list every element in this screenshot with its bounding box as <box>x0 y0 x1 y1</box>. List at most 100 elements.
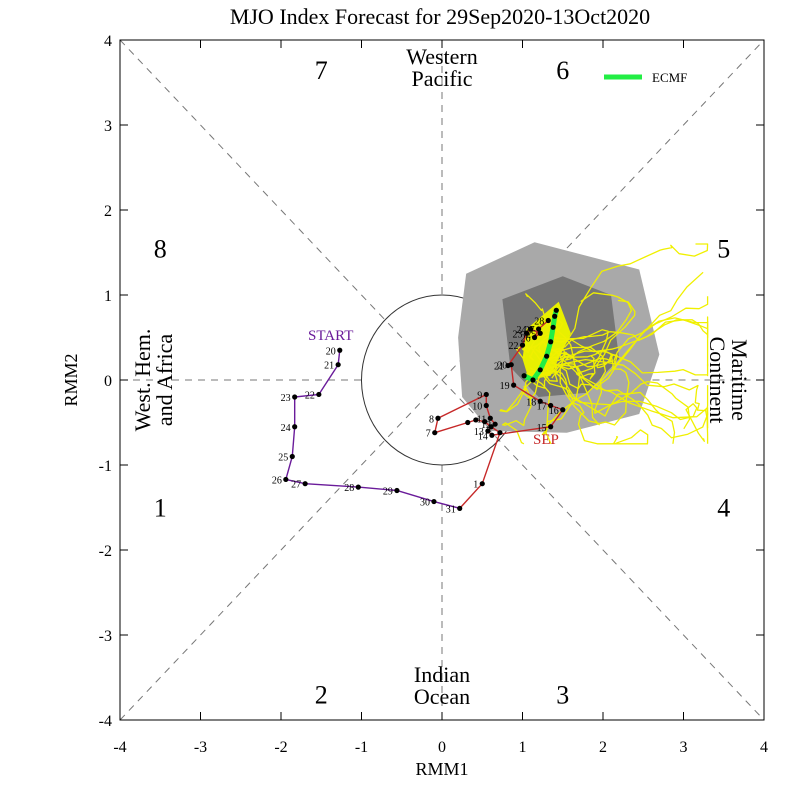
legend-label-ecmf: ECMF <box>652 70 687 85</box>
phase-label-5: 5 <box>717 234 730 263</box>
ensemble-member-line <box>528 292 633 389</box>
region-right-line2: Continent <box>705 337 730 424</box>
august-point <box>292 394 298 400</box>
august-point <box>283 476 289 483</box>
september-day-label: 7 <box>426 429 431 440</box>
september-line <box>433 319 564 484</box>
august-day-label: 25 <box>278 453 288 464</box>
august-day-label: 29 <box>383 487 393 498</box>
region-bottom-line1: Indian <box>414 662 470 687</box>
september-point <box>523 330 530 336</box>
ecmf-mean-point <box>552 313 558 319</box>
august-day-label: 27 <box>291 480 301 491</box>
september-day-label: 21 <box>494 362 504 373</box>
y-tick-label: -3 <box>99 628 112 645</box>
september-day-label: 18 <box>526 397 536 408</box>
x-tick-label: 3 <box>680 739 688 756</box>
august-line <box>284 350 460 510</box>
x-tick-label: 0 <box>438 739 446 756</box>
y-tick-label: -2 <box>99 543 112 560</box>
phase-guides <box>119 39 765 721</box>
august-day-label: 21 <box>324 361 334 372</box>
phase-label-2: 2 <box>315 681 328 710</box>
august-day-label: 31 <box>446 504 456 515</box>
august-point <box>289 453 295 460</box>
x-tick-label: -4 <box>113 739 126 756</box>
y-tick-label: 2 <box>104 203 112 220</box>
ensemble-member-line <box>546 346 691 430</box>
ensemble-member-line <box>543 376 649 445</box>
september-day-label: 20 <box>497 361 507 372</box>
september-day-label: 27 <box>525 325 535 336</box>
september-day-label: 11 <box>477 414 487 425</box>
ecmf-mean-point <box>544 353 550 359</box>
y-tick-label: 4 <box>104 33 112 50</box>
ensemble-member-line <box>499 363 581 445</box>
september-point <box>560 407 566 413</box>
y-tick-label: 1 <box>104 288 112 305</box>
september-day-label: 26 <box>521 334 531 345</box>
september-day-label: 23 <box>513 329 523 340</box>
region-labels: Western Pacific Indian Ocean West. Hem. … <box>130 44 752 709</box>
phase-label-4: 4 <box>717 494 730 523</box>
region-left-line2: and Africa <box>152 334 177 426</box>
region-top-line2: Pacific <box>411 66 472 91</box>
y-tick-label: 3 <box>104 118 112 135</box>
september-point <box>548 424 554 430</box>
september-day-label: 14 <box>478 431 488 442</box>
region-left-line1: West. Hem. <box>130 329 155 432</box>
september-point <box>511 382 517 388</box>
august-day-label: 20 <box>326 346 336 357</box>
september-day-label: 19 <box>500 381 510 392</box>
ecmf-mean-point <box>537 367 543 373</box>
august-day-label: 23 <box>281 393 291 404</box>
annotation-start: START <box>308 328 353 344</box>
august-point <box>335 362 341 368</box>
september-point <box>492 421 498 427</box>
phase-label-3: 3 <box>556 681 569 710</box>
september-point <box>537 398 543 404</box>
august-day-label: 24 <box>281 423 291 434</box>
september-point <box>465 419 471 426</box>
ensemble-member-line <box>549 296 709 368</box>
september-point <box>545 317 551 324</box>
september-point <box>497 430 503 436</box>
ensemble-members <box>499 243 709 445</box>
september-day-label: 16 <box>549 406 559 417</box>
x-tick-label: 2 <box>599 739 607 756</box>
phase-label-7: 7 <box>315 56 328 85</box>
y-tick-label: -4 <box>99 713 112 730</box>
x-tick-label: -3 <box>194 739 207 756</box>
ecmf-mean-point <box>521 373 527 379</box>
y-tick-label: 0 <box>104 373 112 390</box>
september-day-label: 28 <box>534 317 544 328</box>
phase-label-1: 1 <box>154 494 167 523</box>
september-point <box>485 428 491 434</box>
september-point <box>527 326 534 332</box>
august-point <box>431 498 437 505</box>
september-day-label: 9 <box>477 390 482 401</box>
september-point <box>519 342 526 348</box>
ensemble-member-line <box>551 370 705 442</box>
ecmf-mean-point <box>553 307 559 313</box>
september-day-label: 15 <box>537 423 547 434</box>
september-day-label: 13 <box>474 427 484 438</box>
region-right-line1: Maritime <box>727 339 752 421</box>
september-point <box>479 481 485 487</box>
august-point <box>355 484 361 490</box>
month-transition-line <box>459 483 483 509</box>
ecmf-mean-point <box>548 339 554 345</box>
chart-title: MJO Index Forecast for 29Sep2020-13Oct20… <box>230 4 650 29</box>
september-day-label: 24 <box>517 325 527 336</box>
september-day-label: 22 <box>509 341 519 352</box>
ensemble-member-line <box>542 299 636 370</box>
x-tick-label: 4 <box>760 739 768 756</box>
august-point <box>316 391 322 398</box>
ensemble-member-line <box>525 293 600 426</box>
september-day-label: 1 <box>473 480 478 491</box>
august-point <box>292 424 298 430</box>
